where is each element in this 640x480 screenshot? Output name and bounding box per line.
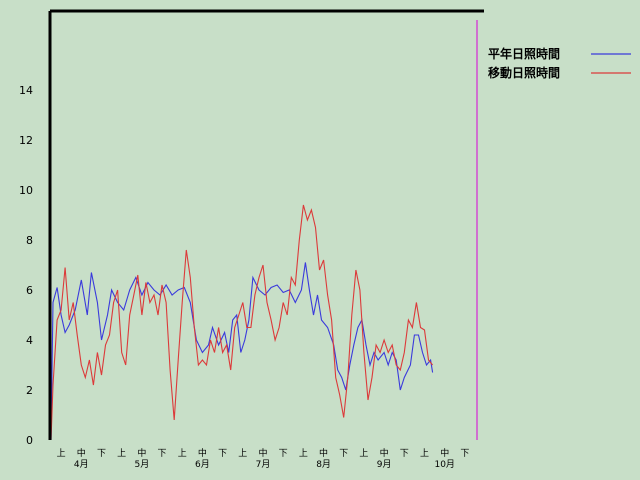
x-month-label: 8月	[316, 459, 331, 470]
y-tick-label: 4	[26, 334, 33, 347]
x-decade-label: 上	[178, 448, 187, 459]
x-decade-label: 上	[117, 448, 126, 459]
x-decade-label: 中	[137, 447, 146, 459]
x-decade-label: 下	[400, 449, 409, 459]
y-tick-label: 6	[26, 284, 33, 297]
x-month-label: 4月	[74, 459, 89, 470]
x-decade-label: 下	[218, 449, 227, 459]
x-decade-label: 中	[440, 447, 449, 459]
x-decade-label: 中	[198, 447, 207, 459]
y-tick-label: 8	[26, 234, 33, 247]
x-decade-label: 上	[299, 448, 308, 459]
x-month-label: 7月	[256, 459, 271, 470]
x-decade-label: 上	[57, 448, 66, 459]
x-month-label: 5月	[134, 459, 149, 470]
y-tick-label: 12	[19, 134, 33, 147]
x-month-label: 10月	[434, 459, 454, 470]
y-tick-label: 2	[26, 384, 33, 397]
x-decade-label: 下	[279, 449, 288, 459]
y-tick-label: 10	[19, 184, 33, 197]
x-decade-label: 上	[359, 448, 368, 459]
series-line-1	[50, 262, 434, 441]
series-line-2	[50, 204, 434, 441]
x-decade-label: 中	[258, 447, 267, 459]
x-decade-label: 下	[158, 449, 167, 459]
x-decade-label: 中	[77, 447, 86, 459]
x-month-label: 9月	[377, 459, 392, 470]
x-decade-label: 上	[238, 448, 247, 459]
x-month-label: 6月	[195, 459, 210, 470]
x-decade-label: 中	[319, 447, 328, 459]
y-tick-label: 0	[26, 434, 33, 447]
x-decade-label: 中	[380, 447, 389, 459]
y-tick-label: 14	[19, 84, 33, 97]
x-decade-label: 下	[460, 449, 469, 459]
x-decade-label: 下	[339, 449, 348, 459]
legend-label-1: 平年日照時間	[488, 46, 560, 61]
x-decade-label: 上	[420, 448, 429, 459]
legend-label-2: 移動日照時間	[488, 65, 560, 80]
x-decade-label: 下	[97, 449, 106, 459]
